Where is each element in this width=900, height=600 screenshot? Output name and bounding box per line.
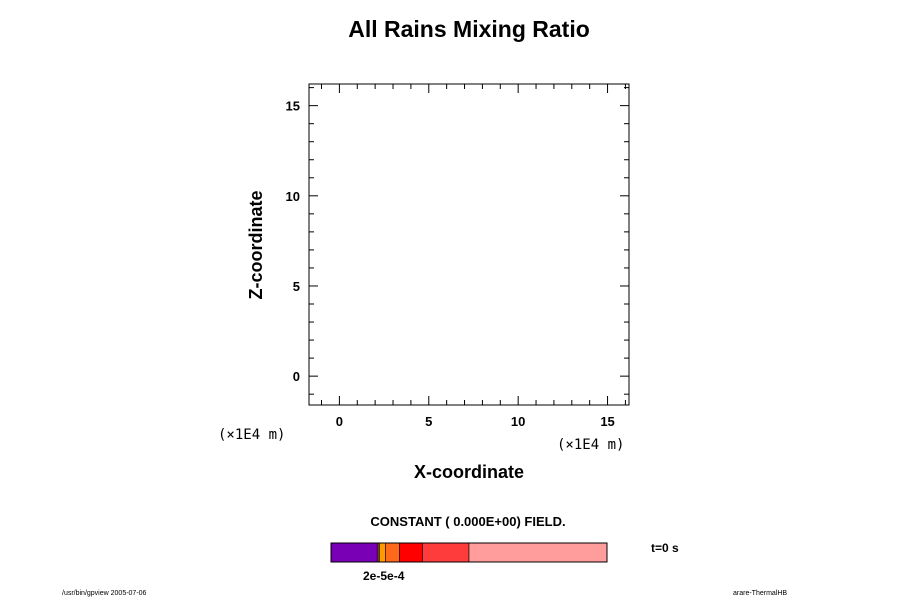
x-tick-label: 15 (600, 414, 614, 429)
y-tick-label: 15 (286, 99, 300, 114)
x-axis-title: X-coordinate (414, 462, 524, 482)
y-tick-label: 5 (293, 279, 300, 294)
x-tick-label: 0 (336, 414, 343, 429)
color-legend (330, 542, 608, 563)
footer-left: /usr/bin/gpview 2005-07-06 (62, 590, 147, 597)
legend-color-segment (379, 542, 386, 563)
plot-area (308, 83, 630, 406)
legend-color-segment (330, 542, 378, 563)
legend-frame (330, 542, 608, 563)
legend-label: 2e-5e-4 (363, 569, 405, 583)
time-label: t=0 s (651, 541, 679, 555)
chart-title: All Rains Mixing Ratio (348, 16, 590, 42)
y-tick-label: 0 (293, 369, 300, 384)
x-tick-label: 10 (511, 414, 525, 429)
x-axis-unit: (×1E4 m) (557, 437, 624, 453)
legend-color-segment (468, 542, 608, 563)
legend-color-segment (399, 542, 423, 563)
y-axis-title: Z-coordinate (246, 190, 266, 299)
field-note: CONSTANT ( 0.000E+00) FIELD. (370, 514, 565, 529)
footer-right: arare-ThermalHB (733, 590, 787, 597)
y-tick-label: 10 (286, 189, 300, 204)
legend-color-segment (385, 542, 400, 563)
axis-ticks: 0 5 10 15 0 5 10 15 (286, 84, 629, 429)
y-axis-unit: (×1E4 m) (218, 427, 285, 443)
x-tick-label: 5 (425, 414, 432, 429)
legend-color-segment (422, 542, 470, 563)
